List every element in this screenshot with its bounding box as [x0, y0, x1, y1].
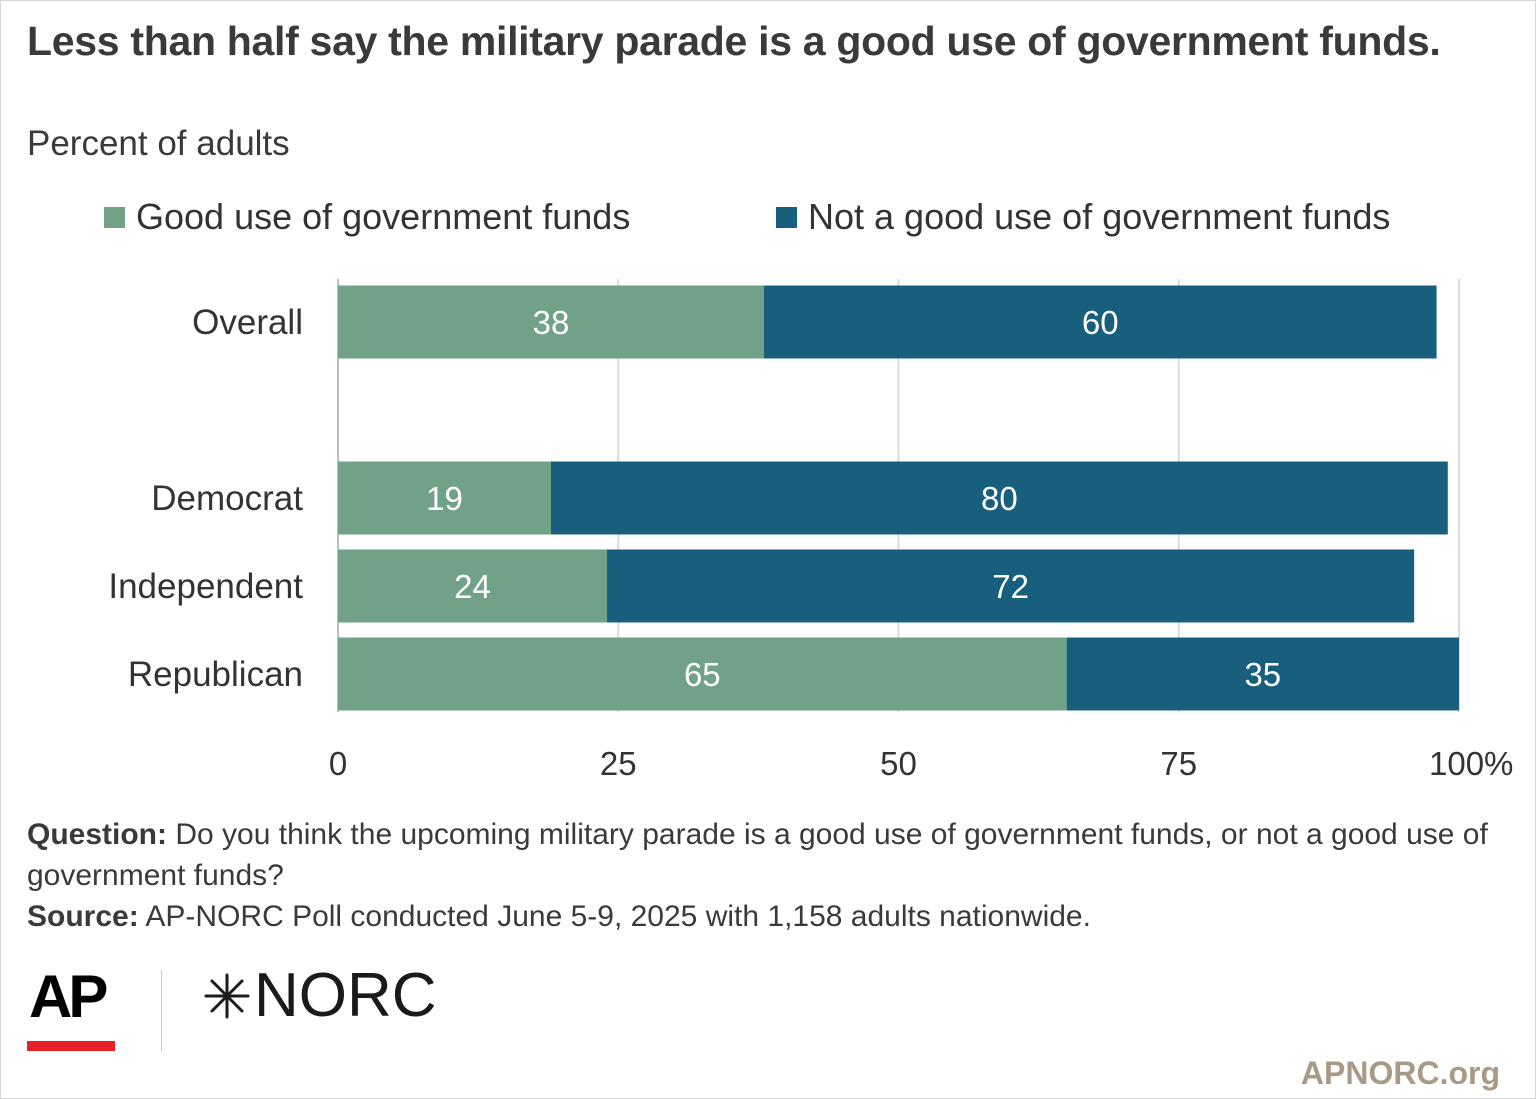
site-url: APNORC.org	[1300, 1055, 1500, 1091]
legend: Good use of government funds Not a good …	[0, 196, 1536, 246]
x-tick-label-0: 0	[329, 745, 347, 782]
norc-logo: NORC	[202, 960, 437, 1031]
data-label-overall-series-2: 60	[1082, 304, 1119, 341]
legend-label-not-good: Not a good use of government funds	[808, 196, 1391, 237]
data-label-overall-series-1: 38	[533, 304, 570, 341]
legend-swatch-not-good	[776, 206, 797, 228]
bar-chart: 38 60 Overall 19 80 Democrat 24 72 Independent 65…	[108, 279, 1513, 782]
data-label-democrat-series-1: 19	[426, 480, 463, 517]
source-label: Source:	[27, 900, 139, 933]
bar-democrat-series-2	[550, 461, 1448, 535]
bar-independent-series-2	[607, 549, 1415, 623]
category-label-overall: Overall	[192, 303, 303, 342]
question-text: Do you think the upcoming military parad…	[27, 818, 1488, 892]
chart-subtitle: Percent of adults	[27, 124, 290, 163]
category-label-democrat: Democrat	[151, 479, 303, 518]
x-tick-label-100: 100%	[1429, 745, 1513, 782]
footnote: Question: Do you think the upcoming mili…	[27, 814, 1517, 937]
category-label-republican: Republican	[128, 655, 303, 694]
bar-republican-series-1	[338, 637, 1067, 711]
legend-item-good: Good use of government funds	[104, 196, 630, 238]
data-label-republican-series-2: 35	[1244, 656, 1281, 693]
x-tick-label-25: 25	[600, 745, 637, 782]
bar-overall-series-2	[763, 285, 1437, 359]
data-label-independent-series-2: 72	[992, 568, 1029, 605]
question-label: Question:	[27, 818, 167, 851]
chart-title: Less than half say the military parade i…	[27, 18, 1441, 64]
data-label-independent-series-1: 24	[454, 568, 491, 605]
data-label-republican-series-1: 65	[684, 656, 721, 693]
category-label-independent: Independent	[108, 567, 303, 606]
source-text: AP-NORC Poll conducted June 5-9, 2025 wi…	[145, 900, 1091, 933]
legend-item-not-good: Not a good use of government funds	[776, 196, 1390, 238]
x-tick-label-50: 50	[880, 745, 917, 782]
bar-democrat-series-1	[338, 461, 551, 535]
x-tick-label-75: 75	[1160, 745, 1197, 782]
bar-overall-series-1	[338, 285, 764, 359]
bar-republican-series-2	[1066, 637, 1459, 711]
legend-label-good: Good use of government funds	[136, 196, 631, 237]
ap-logo: AP	[29, 963, 108, 1030]
legend-swatch-good	[104, 206, 125, 228]
data-label-democrat-series-2: 80	[981, 480, 1018, 517]
bar-independent-series-1	[338, 549, 608, 623]
norc-logo-text: NORC	[254, 961, 437, 1030]
norc-star-icon	[204, 973, 250, 1018]
logo-divider	[161, 970, 162, 1052]
ap-logo-underline	[27, 1041, 115, 1051]
